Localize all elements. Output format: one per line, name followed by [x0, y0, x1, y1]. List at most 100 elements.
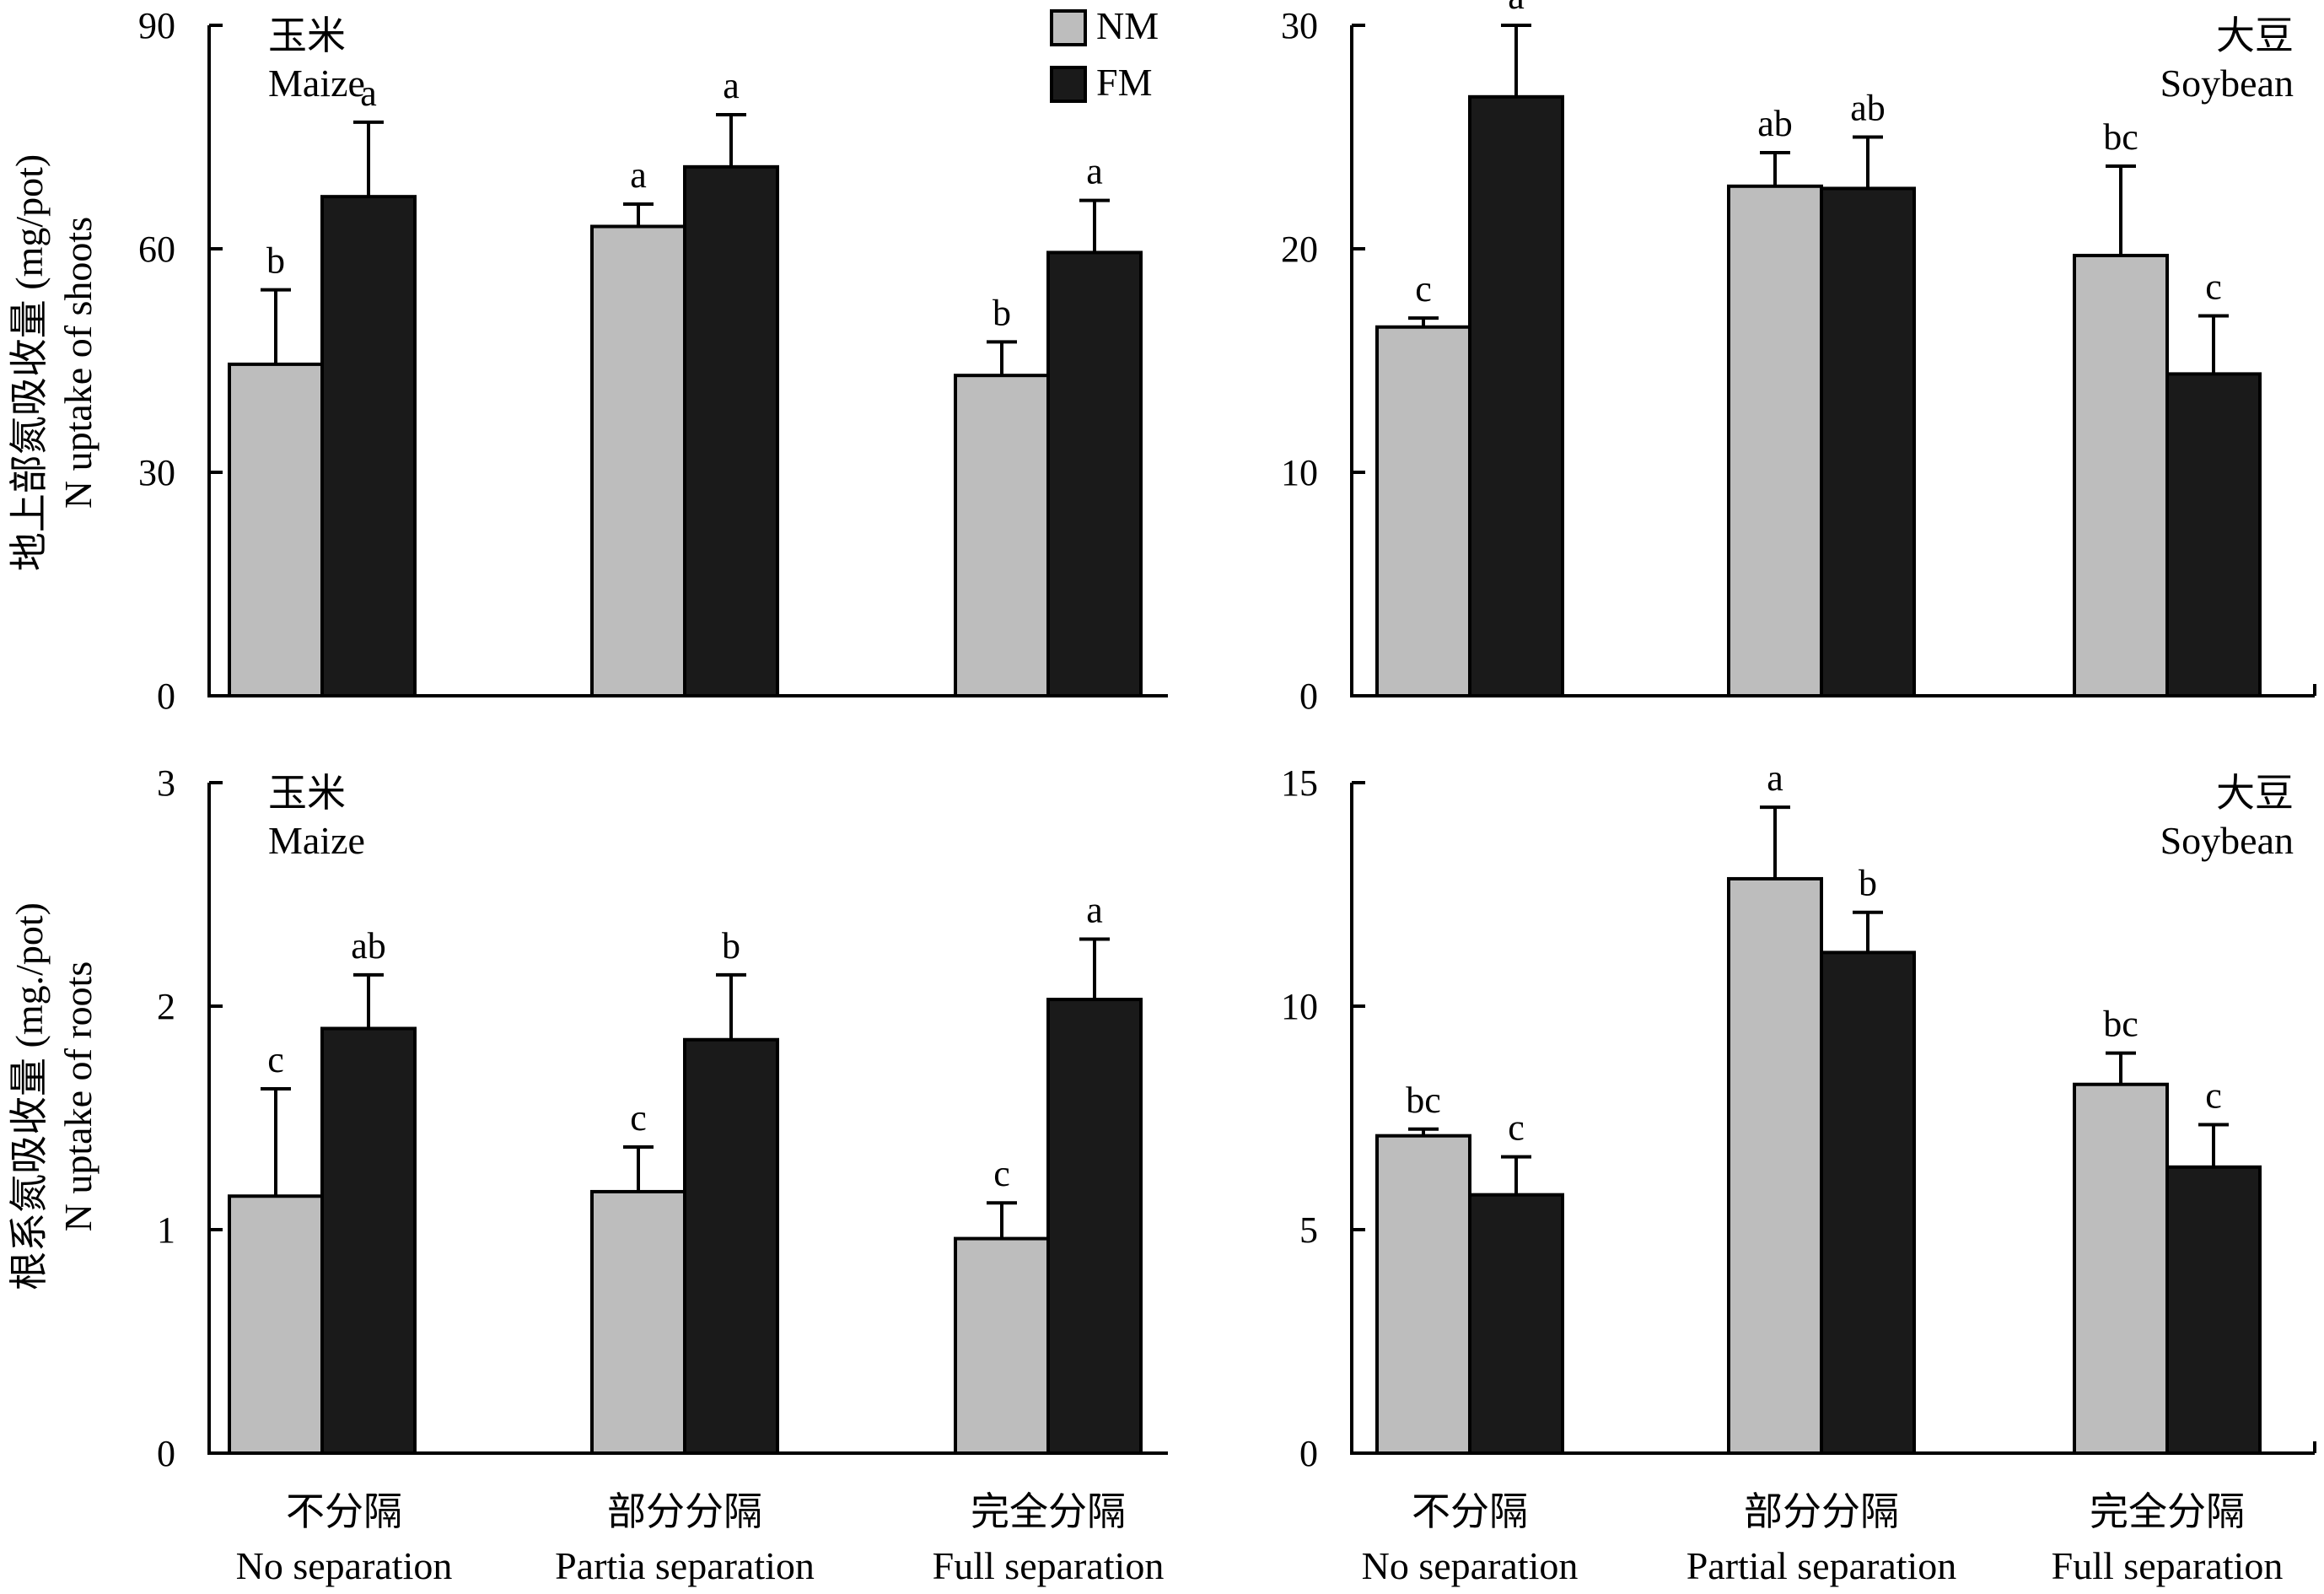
significance-label: ab [1850, 88, 1886, 129]
bar-fm [683, 164, 779, 698]
panel-title-zh: 玉米 [268, 14, 346, 57]
x-label-partial-separation-zh: 部分分隔 [1744, 1490, 1899, 1533]
panel-title-en: Maize [268, 62, 365, 105]
panel-soybean-shoots: 0 10 20 30 大豆 Soybean c ab bc a ab c [1281, 0, 2316, 717]
significance-label: c [630, 1097, 647, 1139]
y-tick-label: 1 [157, 1209, 175, 1251]
y-tick-label: 0 [157, 676, 175, 717]
significance-label: a [723, 65, 740, 106]
x-label-partial-separation-en: Partia separation [555, 1544, 815, 1587]
significance-label: c [993, 1153, 1010, 1194]
bar-fm [683, 1037, 779, 1455]
significance-label: a [360, 73, 377, 114]
bar-fm [1046, 998, 1143, 1456]
significance-label: bc [1406, 1080, 1441, 1121]
bar-nm [590, 1189, 686, 1455]
y-tick-label: 30 [1281, 5, 1318, 46]
panel-title-en: Soybean [2160, 62, 2294, 105]
significance-label: a [1086, 890, 1103, 931]
bar-fm [1820, 186, 1916, 697]
y-tick-label: 0 [157, 1433, 175, 1474]
bar-fm [2165, 372, 2262, 697]
bar-nm [1375, 325, 1471, 697]
significance-label: b [266, 240, 285, 282]
y-axis-title-bottom-zh: 根系氮吸收量 (mg./pot) [8, 902, 51, 1290]
bar-fm [1046, 250, 1143, 697]
panel-title-zh: 大豆 [2216, 772, 2294, 815]
bar-fm [2165, 1165, 2262, 1456]
significance-label: b [722, 925, 740, 967]
x-label-full-separation-en: Full separation [2052, 1544, 2284, 1587]
x-label-no-separation-zh: 不分隔 [1412, 1490, 1528, 1533]
y-axis-title-top-zh: 地上部氮吸收量 (mg/pot) [8, 154, 51, 571]
y-tick-label: 30 [138, 452, 175, 493]
bar-nm [2073, 253, 2169, 697]
x-label-full-separation-zh: 完全分隔 [2090, 1490, 2245, 1533]
y-axis-title-top-en: N uptake of shoots [56, 217, 100, 509]
x-axis-labels-left: 不分隔 No separation 部分分隔 Partia separation… [236, 1490, 1165, 1587]
x-label-partial-separation-en: Partial separation [1687, 1544, 1957, 1587]
y-tick-label: 20 [1281, 229, 1318, 270]
significance-label: a [630, 154, 647, 196]
x-label-no-separation-zh: 不分隔 [286, 1490, 402, 1533]
significance-label: bc [2103, 116, 2138, 158]
significance-label: b [1859, 863, 1877, 904]
y-tick-label: 10 [1281, 452, 1318, 493]
y-tick-label: 0 [1299, 1433, 1318, 1474]
significance-label: c [267, 1039, 284, 1080]
legend-label-nm: NM [1096, 4, 1159, 47]
significance-label: b [993, 292, 1011, 333]
significance-label: ab [1757, 103, 1793, 144]
y-tick-label: 90 [138, 5, 175, 46]
bar-fm [1468, 94, 1564, 698]
bar-fm [1468, 1193, 1564, 1456]
legend: NM FM [1050, 4, 1159, 104]
x-label-full-separation-zh: 完全分隔 [971, 1490, 1126, 1533]
bar-nm [954, 1236, 1050, 1455]
panel-title-en: Maize [268, 819, 365, 862]
y-tick-label: 0 [1299, 676, 1318, 717]
y-tick-label: 15 [1281, 762, 1318, 804]
y-tick-label: 60 [138, 229, 175, 270]
y-tick-label: 5 [1299, 1209, 1318, 1251]
significance-label: c [2205, 267, 2222, 308]
significance-label: c [2205, 1074, 2222, 1116]
x-label-no-separation-en: No separation [1362, 1544, 1579, 1587]
bar-nm [228, 1194, 324, 1455]
bar-nm [954, 374, 1050, 697]
x-label-no-separation-en: No separation [236, 1544, 453, 1587]
bar-nm [1727, 876, 1823, 1455]
significance-label: a [1086, 151, 1103, 192]
bar-nm [2073, 1082, 2169, 1455]
y-tick-label: 10 [1281, 986, 1318, 1027]
bar-nm [590, 224, 686, 697]
significance-label: ab [351, 925, 386, 967]
bar-fm [320, 1026, 417, 1455]
significance-label: c [1415, 268, 1432, 310]
y-axis-title-bottom-en: N uptake of roots [56, 961, 100, 1232]
bar-fm [320, 195, 417, 697]
panel-title-zh: 玉米 [268, 772, 346, 815]
significance-label: c [1508, 1107, 1525, 1149]
y-tick-label: 3 [157, 762, 175, 804]
x-label-full-separation-en: Full separation [933, 1544, 1165, 1587]
legend-swatch-nm [1050, 9, 1087, 46]
x-label-partial-separation-zh: 部分分隔 [607, 1490, 762, 1533]
panel-title-zh: 大豆 [2216, 14, 2294, 57]
legend-swatch-fm [1050, 66, 1087, 103]
significance-label: bc [2103, 1004, 2138, 1045]
panel-maize-shoots: 0 30 60 90 玉米 Maize b a b a a a [138, 5, 1168, 717]
significance-label: a [1508, 0, 1525, 17]
bar-fm [1820, 950, 1916, 1455]
bar-nm [228, 362, 324, 697]
legend-label-fm: FM [1096, 61, 1152, 104]
x-axis-labels-right: 不分隔 No separation 部分分隔 Partial separatio… [1362, 1490, 2284, 1587]
significance-label: a [1767, 757, 1783, 799]
y-tick-label: 2 [157, 986, 175, 1027]
panel-title-en: Soybean [2160, 819, 2294, 862]
bar-nm [1375, 1134, 1471, 1455]
bar-nm [1727, 184, 1823, 698]
